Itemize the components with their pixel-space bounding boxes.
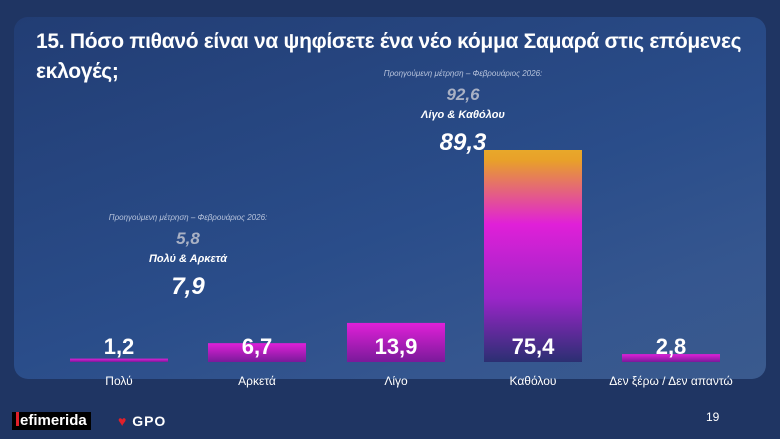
- category-label: Πολύ: [105, 374, 132, 388]
- previous-measurement-label: Προηγούμενη μέτρηση – Φεβρουάριος 2026:: [384, 69, 542, 78]
- bar-2: [208, 343, 306, 362]
- value-label: 6,7: [242, 334, 273, 359]
- group-label: Πολύ & Αρκετά: [149, 253, 228, 265]
- category-label: Λίγο: [384, 374, 408, 388]
- bar-3: [347, 322, 445, 362]
- value-label: 75,4: [512, 334, 556, 359]
- bar-4: [484, 150, 582, 362]
- previous-value: 5,8: [176, 229, 200, 248]
- gpo-logo: ♥ GPO: [118, 413, 167, 429]
- value-label: 2,8: [656, 334, 687, 359]
- category-label: Αρκετά: [238, 374, 276, 388]
- value-label: 1,2: [104, 334, 135, 359]
- group-value: 89,3: [440, 129, 487, 156]
- bar-1: [70, 358, 168, 362]
- value-label: 13,9: [375, 334, 418, 359]
- bar-5: [622, 354, 720, 362]
- group-label: Λίγο & Καθόλου: [420, 109, 505, 121]
- previous-value: 92,6: [446, 85, 480, 104]
- slide-panel: [14, 17, 766, 379]
- heart-icon: ♥: [118, 413, 128, 429]
- page-title: 15. Πόσο πιθανό είναι να ψηφίσετε ένα νέ…: [36, 30, 742, 83]
- group-value: 7,9: [171, 273, 205, 300]
- category-label: Δεν ξέρω / Δεν απαντώ: [609, 374, 733, 388]
- efimerida-logo: efimerida: [12, 412, 91, 430]
- category-label: Καθόλου: [510, 374, 557, 388]
- page-number: 19: [706, 410, 720, 424]
- previous-measurement-label: Προηγούμενη μέτρηση – Φεβρουάριος 2026:: [109, 213, 267, 222]
